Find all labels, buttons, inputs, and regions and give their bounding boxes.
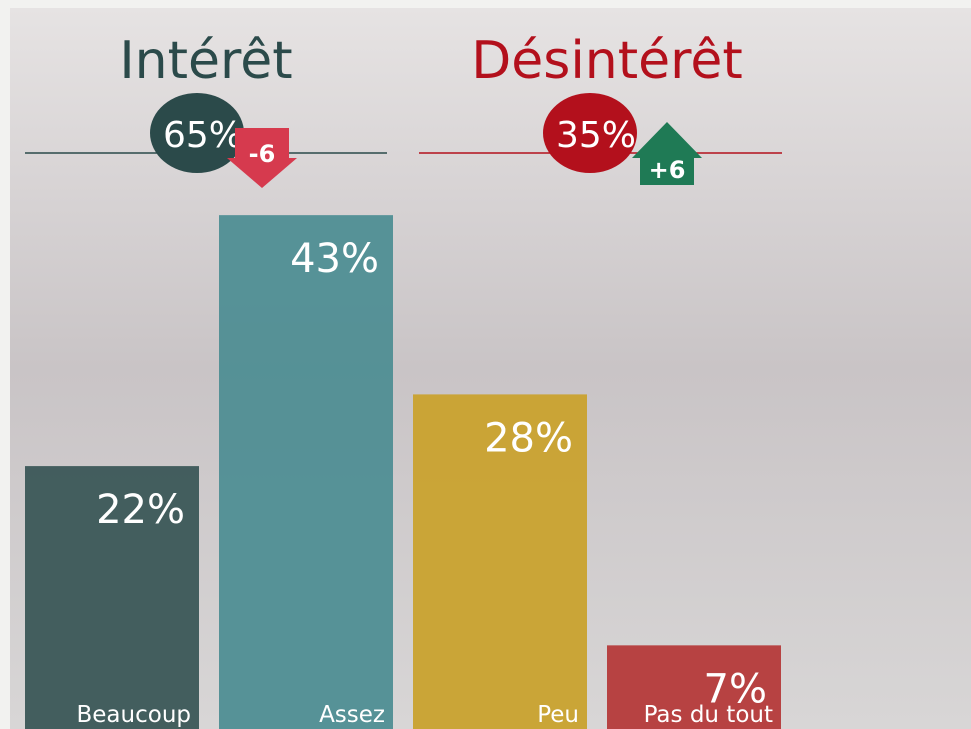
- total-label: 65%: [163, 115, 243, 156]
- value-label: 43%: [290, 236, 379, 282]
- total-label: 35%: [556, 115, 636, 156]
- change-label: +6: [649, 156, 686, 184]
- group-title: Intérêt: [119, 31, 292, 91]
- value-label: 28%: [484, 415, 573, 461]
- change-label: -6: [249, 140, 276, 168]
- page: {"chart_data": {"type": "bar", "categori…: [0, 0, 971, 729]
- category-label: Beaucoup: [77, 702, 192, 728]
- bar: [219, 215, 393, 729]
- category-label: Peu: [537, 702, 579, 728]
- category-label: Pas du tout: [644, 702, 773, 728]
- group-title: Désintérêt: [471, 31, 743, 91]
- value-label: 22%: [96, 487, 185, 533]
- category-label: Assez: [319, 702, 385, 728]
- chart: 22%Beaucoup43%Assez28%Peu7%Pas du toutIn…: [0, 0, 971, 729]
